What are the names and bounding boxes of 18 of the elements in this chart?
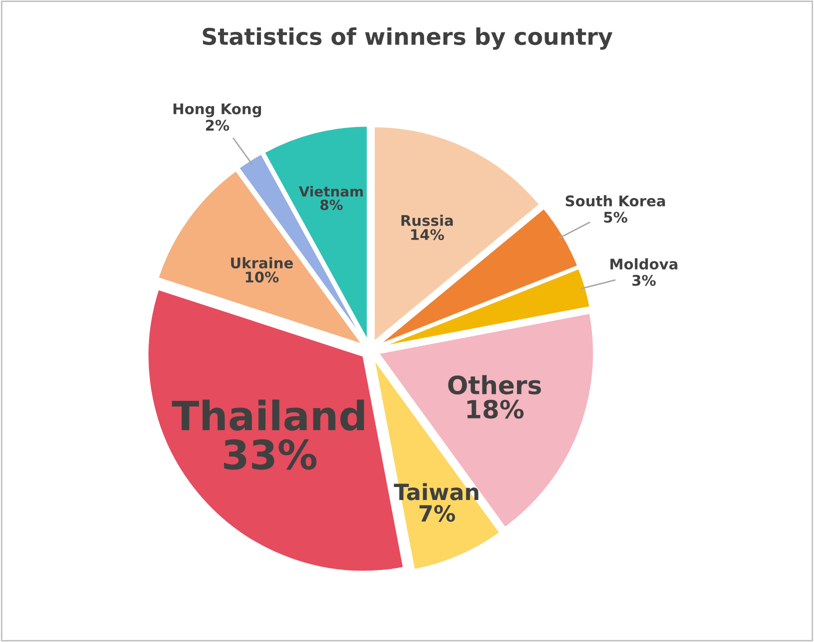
data-label: 3% bbox=[632, 274, 656, 286]
data-label: 5% bbox=[604, 212, 628, 223]
data-label: 10% bbox=[246, 272, 279, 283]
slice-label: Ukraine bbox=[231, 257, 293, 268]
data-label: 33% bbox=[224, 439, 316, 470]
slice-label: Others bbox=[448, 375, 541, 394]
slice-label: Thailand bbox=[172, 400, 364, 431]
data-label: 18% bbox=[467, 400, 524, 419]
data-label: 2% bbox=[206, 120, 230, 131]
slice-label: Moldova bbox=[610, 258, 678, 270]
data-label: 14% bbox=[411, 229, 444, 240]
slice-label: South Korea bbox=[566, 195, 665, 206]
slice-label: Hong Kong bbox=[174, 103, 262, 118]
data-label: 8% bbox=[320, 200, 343, 210]
chart-title: Statistics of winners by country bbox=[202, 27, 612, 50]
slice-label: Russia bbox=[401, 214, 453, 226]
data-label: 7% bbox=[420, 505, 456, 522]
slice-label: Vietnam bbox=[298, 186, 363, 197]
